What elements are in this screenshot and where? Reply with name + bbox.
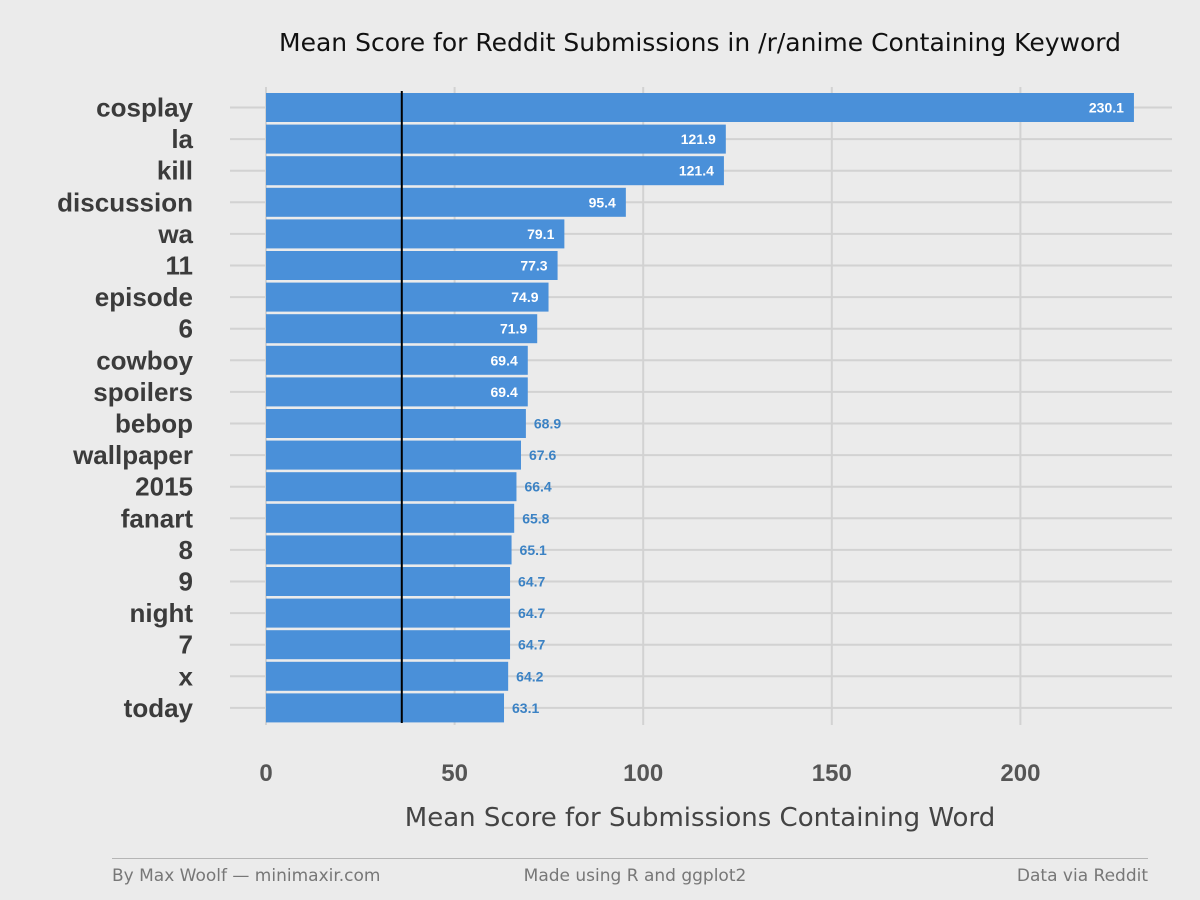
category-label: cowboy (96, 345, 193, 375)
footer-tooling: Made using R and ggplot2 (523, 866, 747, 886)
bar-today (266, 693, 505, 723)
value-label: 79.1 (527, 226, 554, 242)
category-label: cosplay (96, 93, 193, 123)
category-label: today (124, 693, 194, 723)
footer-credit: By Max Woolf — minimaxir.com (112, 866, 381, 886)
bar-wallpaper (266, 440, 521, 470)
x-tick-label: 0 (259, 760, 272, 787)
category-label: wallpaper (72, 440, 193, 470)
bar-cosplay (266, 93, 1134, 122)
bar-2015 (266, 472, 517, 502)
bar-cowboy (266, 345, 528, 375)
bar-7 (266, 630, 511, 660)
bar-bebop (266, 409, 526, 438)
value-label: 121.4 (679, 163, 714, 179)
x-tick-label: 200 (1000, 760, 1040, 787)
bars: 230.1 121.9 121.4 95.4 79.1 77.3 74.9 71.9 69.4 6… (266, 93, 1134, 723)
category-label: bebop (115, 409, 193, 439)
category-label: 7 (179, 630, 193, 660)
category-label: spoilers (93, 377, 193, 407)
x-axis-title: Mean Score for Submissions Containing Wo… (404, 803, 996, 833)
category-labels: cosplaylakilldiscussionwa11episode6cowbo… (57, 93, 193, 723)
bar-kill (266, 156, 724, 186)
category-label: la (171, 124, 193, 154)
category-label: night (129, 598, 193, 628)
value-label: 71.9 (500, 321, 527, 337)
category-label: episode (95, 282, 193, 312)
category-label: 6 (179, 314, 193, 344)
category-label: kill (157, 156, 193, 186)
value-label: 63.1 (512, 700, 539, 716)
bar-spoilers (266, 377, 528, 407)
value-label: 65.1 (520, 542, 547, 558)
chart-title: Mean Score for Reddit Submissions in /r/… (279, 28, 1121, 57)
value-label: 69.4 (491, 352, 518, 368)
footer-divider (112, 858, 1148, 859)
value-label: 64.7 (518, 637, 545, 653)
bar-11 (266, 251, 558, 280)
value-label: 64.2 (516, 668, 543, 684)
value-label: 66.4 (524, 479, 551, 495)
value-label: 77.3 (520, 258, 547, 274)
bar-episode (266, 282, 549, 312)
value-label: 64.7 (518, 605, 545, 621)
footer-source: Data via Reddit (1016, 866, 1148, 886)
bar-8 (266, 535, 512, 565)
category-label: 11 (166, 251, 194, 281)
category-label: discussion (57, 187, 193, 217)
x-tick-label: 100 (623, 760, 663, 787)
category-label: x (179, 661, 194, 691)
value-label: 95.4 (589, 194, 616, 210)
value-label: 65.8 (522, 510, 549, 526)
bar-wa (266, 219, 565, 249)
category-label: 9 (179, 567, 193, 597)
bar-night (266, 598, 511, 628)
category-label: 2015 (135, 472, 193, 502)
value-label: 121.9 (681, 131, 716, 147)
bar-9 (266, 567, 511, 596)
bar-la (266, 124, 726, 154)
x-axis-ticks: 0 50 100 150 200 (259, 760, 1040, 787)
x-tick-label: 50 (441, 760, 468, 787)
value-label: 230.1 (1089, 100, 1124, 116)
category-label: 8 (179, 535, 193, 565)
category-label: wa (157, 219, 193, 249)
category-label: fanart (121, 503, 194, 533)
bar-discussion (266, 187, 626, 217)
value-label: 68.9 (534, 416, 561, 432)
bar-fanart (266, 503, 515, 533)
x-tick-label: 150 (812, 760, 852, 787)
value-label: 74.9 (511, 289, 538, 305)
value-label: 67.6 (529, 447, 556, 463)
value-label: 64.7 (518, 574, 545, 590)
bar-x (266, 661, 509, 691)
value-label: 69.4 (491, 384, 518, 400)
